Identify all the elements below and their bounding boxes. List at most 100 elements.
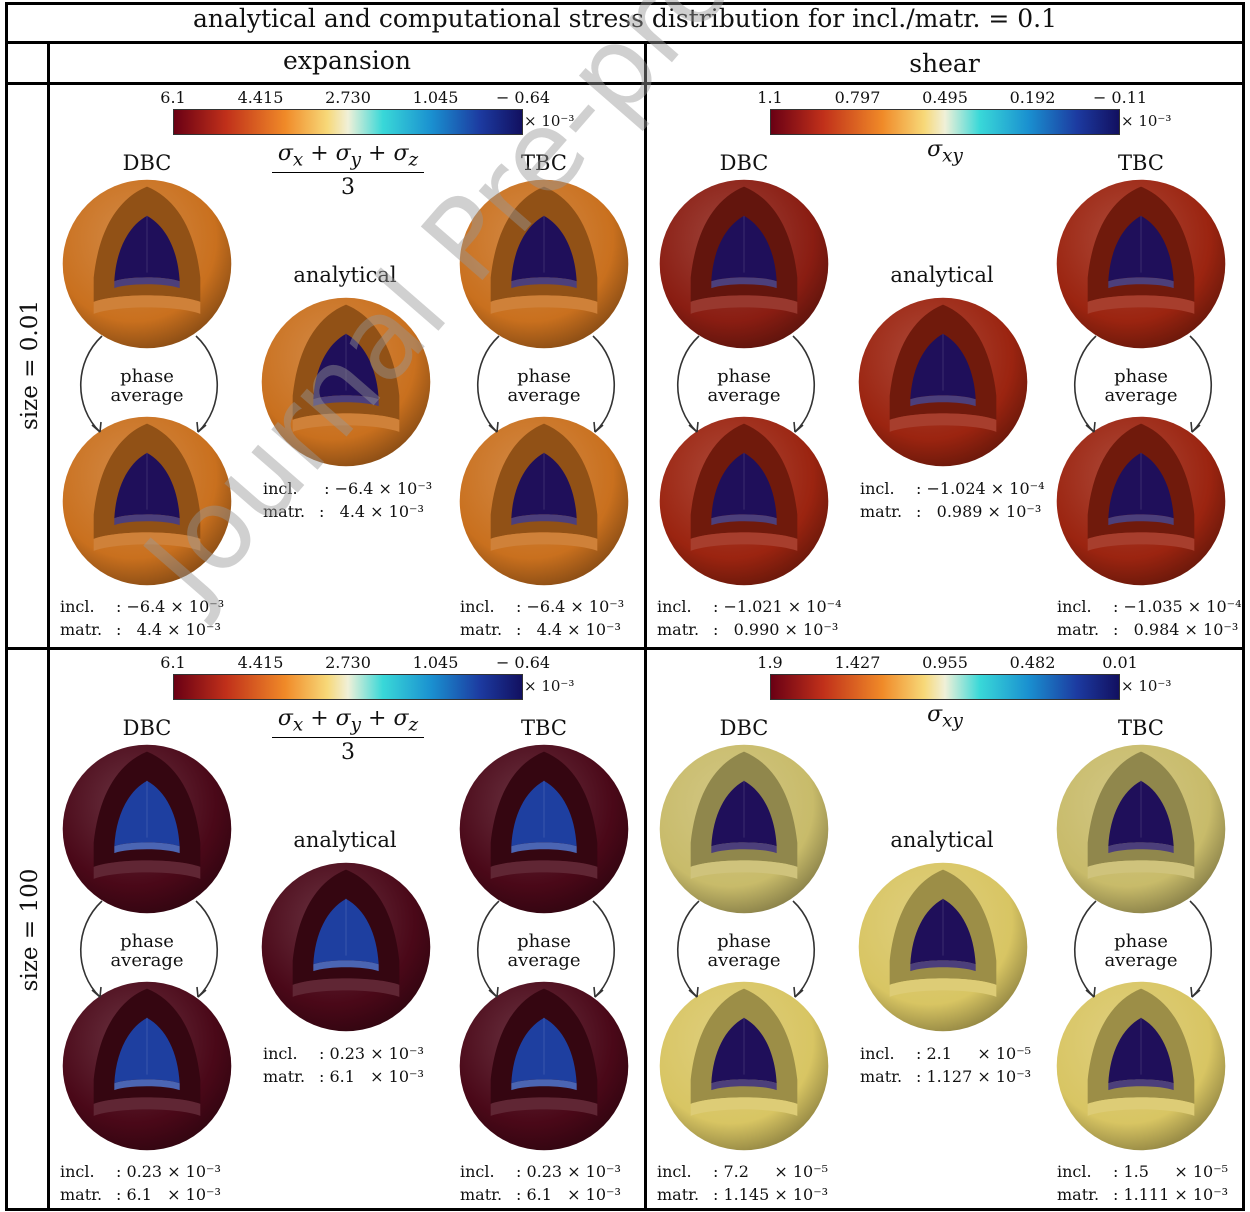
arrow-left-head: [91, 421, 102, 433]
colorbar-tick-label: 2.730: [325, 653, 371, 672]
value-incl: : −1.024 × 10⁻⁴: [916, 479, 1045, 498]
rule-bottom: [5, 1208, 1245, 1211]
colorbar-tick-label: 0.797: [834, 88, 881, 107]
colorbar-exponent: × 10⁻³: [524, 677, 575, 695]
sphere-cut-floor: [1087, 860, 1195, 879]
arrows-dbc: [80, 335, 218, 433]
values-tbc: incl. : −6.4 × 10⁻³ matr. : 4.4 × 10⁻³: [460, 595, 624, 641]
phase-word: phase: [717, 931, 771, 952]
value-label-incl: incl.: [1057, 597, 1092, 616]
value-label-incl: incl.: [657, 597, 692, 616]
arrow-right: [195, 900, 218, 998]
phase-word: phase: [1114, 366, 1168, 387]
arrow-right-head: [196, 986, 207, 998]
sphere-dbc-phase-average: [659, 416, 829, 586]
sphere-cut-floor: [292, 413, 400, 432]
value-matr: : 1.127 × 10⁻³: [916, 1067, 1032, 1086]
sphere-inclusion-floor: [711, 842, 777, 854]
sphere-cut-floor: [93, 532, 201, 551]
colorbar-tick-label: 6.1: [160, 88, 186, 107]
value-row-incl: incl. : 7.2 × 10⁻⁵: [657, 1160, 828, 1183]
sphere-dbc: [659, 179, 829, 349]
value-row-matr: matr. : 1.111 × 10⁻³: [1057, 1183, 1228, 1206]
sphere-dbc-phase-average: [62, 981, 232, 1151]
value-matr: : 1.145 × 10⁻³: [713, 1185, 829, 1204]
value-incl: : 0.23 × 10⁻³: [116, 1162, 221, 1181]
label-dbc: DBC: [719, 151, 769, 175]
value-label-incl: incl.: [460, 1162, 495, 1181]
panel-expansion-2: 6.1 4.415 2.730 1.045 − 0.64 × 10⁻³ σx + σy + …: [50, 650, 644, 1210]
colorbar-tick-label: 1.427: [834, 653, 881, 672]
colorbar-tick-label: − 0.64: [495, 88, 551, 107]
sphere-inclusion-floor: [511, 1079, 577, 1091]
values-tbc: incl. : 1.5 × 10⁻⁵ matr. : 1.111 × 10⁻³: [1057, 1160, 1228, 1206]
value-row-incl: incl. : −1.021 × 10⁻⁴: [657, 595, 841, 618]
values-dbc: incl. : 0.23 × 10⁻³ matr. : 6.1 × 10⁻³: [60, 1160, 221, 1206]
value-label-matr: matr.: [263, 1067, 306, 1086]
rule-header: [5, 82, 1245, 85]
value-label-incl: incl.: [60, 1162, 95, 1181]
value-row-matr: matr. : 6.1 × 10⁻³: [60, 1183, 221, 1206]
sphere-inclusion-floor: [1108, 514, 1174, 526]
colorbar-tick-label: − 0.11: [1092, 88, 1148, 107]
value-matr: : 0.984 × 10⁻³: [1113, 620, 1239, 639]
value-row-incl: incl. : 2.1 × 10⁻⁵: [860, 1042, 1031, 1065]
sphere-cut-floor: [292, 978, 400, 997]
sphere-inclusion-floor: [313, 960, 379, 972]
values-dbc: incl. : −6.4 × 10⁻³ matr. : 4.4 × 10⁻³: [60, 595, 224, 641]
phase-average-label-dbc: phase average: [97, 932, 197, 970]
colorbar-tick-label: 0.955: [922, 653, 968, 672]
values-analytical: incl. : 0.23 × 10⁻³ matr. : 6.1 × 10⁻³: [263, 1042, 424, 1088]
value-matr: : 4.4 × 10⁻³: [319, 502, 424, 521]
values-dbc: incl. : −1.021 × 10⁻⁴ matr. : 0.990 × 10⁻…: [657, 595, 841, 641]
sphere-inclusion-floor: [511, 277, 577, 289]
value-incl: : −6.4 × 10⁻³: [319, 479, 433, 498]
sphere-tbc: [1056, 179, 1226, 349]
label-analytical: analytical: [890, 263, 994, 287]
quantity-formula: σx + σy + σz 3: [248, 706, 448, 765]
sphere-inclusion-floor: [910, 395, 976, 407]
arrow-right: [1189, 335, 1212, 433]
arrows-dbc: [677, 900, 815, 998]
value-label-matr: matr.: [460, 1185, 503, 1204]
average-word: average: [707, 950, 781, 971]
arrow-left-head: [688, 986, 699, 998]
value-matr: : 0.990 × 10⁻³: [713, 620, 839, 639]
value-row-incl: incl. : 1.5 × 10⁻⁵: [1057, 1160, 1228, 1183]
phase-average-label-tbc: phase average: [494, 932, 594, 970]
sphere-cut-floor: [690, 860, 798, 879]
values-analytical: incl. : −1.024 × 10⁻⁴ matr. : 0.989 × 10⁻…: [860, 477, 1044, 523]
panel-shear-3: 1.9 1.427 0.955 0.482 0.01 × 10⁻³ σxy DBC TBC ana…: [647, 650, 1241, 1210]
arrow-right: [592, 335, 615, 433]
value-matr: : 4.4 × 10⁻³: [116, 620, 221, 639]
value-incl: : 7.2 × 10⁻⁵: [713, 1162, 829, 1181]
value-row-incl: incl. : 0.23 × 10⁻³: [460, 1160, 621, 1183]
arrow-left: [1074, 335, 1097, 433]
rule-label-col: [47, 41, 50, 1211]
average-word: average: [110, 385, 184, 406]
sphere-inclusion-floor: [511, 842, 577, 854]
label-analytical: analytical: [293, 263, 397, 287]
average-word: average: [1104, 385, 1178, 406]
value-row-matr: matr. : 4.4 × 10⁻³: [60, 618, 224, 641]
panel-expansion-0: 6.1 4.415 2.730 1.045 − 0.64 × 10⁻³ σx + σy + …: [50, 85, 644, 645]
value-label-incl: incl.: [860, 479, 895, 498]
colorbar: [173, 109, 523, 135]
value-label-incl: incl.: [460, 597, 495, 616]
value-label-matr: matr.: [460, 620, 503, 639]
colorbar-tick-label: 0.495: [922, 88, 968, 107]
value-row-incl: incl. : −6.4 × 10⁻³: [460, 595, 624, 618]
values-analytical: incl. : 2.1 × 10⁻⁵ matr. : 1.127 × 10⁻³: [860, 1042, 1031, 1088]
arrow-right-head: [1190, 986, 1201, 998]
arrow-left: [80, 900, 103, 998]
sphere-dbc: [62, 179, 232, 349]
sphere-dbc-phase-average: [659, 981, 829, 1151]
arrows-dbc: [677, 335, 815, 433]
arrow-left-head: [688, 421, 699, 433]
phase-word: phase: [717, 366, 771, 387]
sphere-analytical: [261, 297, 431, 467]
values-tbc: incl. : −1.035 × 10⁻⁴ matr. : 0.984 × 10⁻…: [1057, 595, 1241, 641]
value-matr: : 6.1 × 10⁻³: [319, 1067, 424, 1086]
colorbar-tick-label: 0.01: [1102, 653, 1138, 672]
colorbar: [173, 674, 523, 700]
